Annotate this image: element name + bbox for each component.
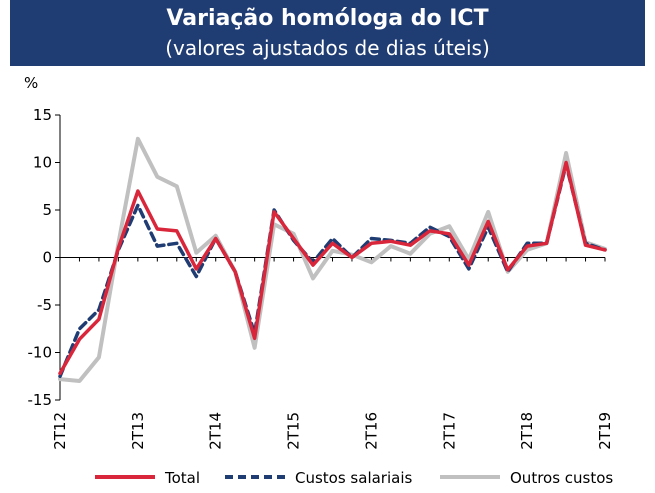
y-tick-label: -15 [28,391,53,409]
x-tick-label: 2T16 [362,412,380,450]
x-tick-label: 2T14 [207,412,225,450]
y-axis-unit-label: % [24,74,38,92]
legend-label: Total [164,469,200,487]
chart-title: Variação homóloga do ICT [166,6,489,31]
legend-label: Custos salariais [295,469,412,487]
y-tick-label: 5 [42,201,52,219]
x-tick-label: 2T18 [518,412,536,450]
x-tick-label: 2T15 [285,412,303,450]
y-tick-label: -10 [28,344,53,362]
y-tick-label: -5 [37,296,52,314]
y-tick-label: 15 [33,106,52,124]
legend-label: Outros custos [510,469,613,487]
chart-subtitle: (valores ajustados de dias úteis) [165,36,490,60]
y-tick-label: 0 [42,249,52,267]
x-tick-label: 2T13 [129,412,147,450]
chart-header: Variação homóloga do ICT (valores ajusta… [10,0,645,66]
y-tick-label: 10 [33,154,52,172]
series-line-total [58,160,607,376]
x-tick-label: 2T12 [51,412,69,450]
x-tick-label: 2T17 [440,412,458,450]
x-tick-label: 2T19 [596,412,614,450]
